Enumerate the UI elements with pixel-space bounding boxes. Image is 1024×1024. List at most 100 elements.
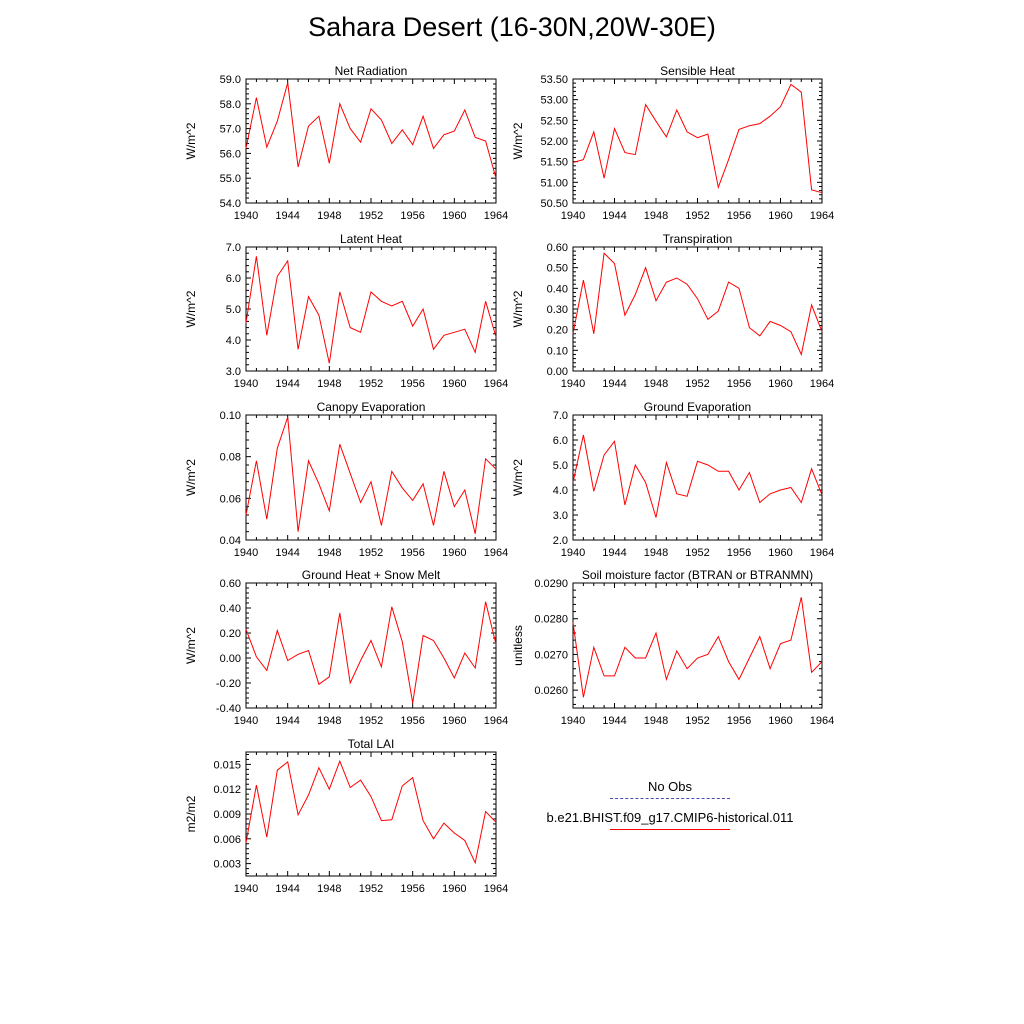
y-tick-label: 0.0290 [534,578,568,590]
x-tick-label: 1956 [400,547,424,559]
x-tick-label: 1956 [727,378,751,390]
y-tick-label: 4.0 [226,335,241,347]
x-tick-label: 1964 [484,547,508,559]
y-tick-label: 5.0 [226,304,241,316]
y-tick-label: 0.20 [220,628,241,640]
x-tick-label: 1952 [359,210,383,222]
x-tick-label: 1940 [234,210,258,222]
x-tick-label: 1948 [317,715,341,727]
x-tick-label: 1952 [359,715,383,727]
x-tick-label: 1952 [359,547,383,559]
panel-title: Total LAI [348,737,395,751]
plot-frame [245,582,497,709]
y-tick-label: 7.0 [226,242,241,254]
y-tick-label: 0.0270 [534,649,568,661]
y-tick-label: 51.00 [540,177,568,189]
x-tick-label: 1948 [317,547,341,559]
legend-model-swatch [610,829,730,830]
y-axis-label: W/m^2 [511,122,525,159]
x-tick-label: 1956 [400,210,424,222]
x-tick-label: 1956 [727,547,751,559]
x-tick-label: 1960 [442,547,466,559]
y-tick-label: 0.015 [213,759,241,771]
y-tick-label: 0.30 [547,304,568,316]
x-tick-label: 1948 [644,547,668,559]
series-line [572,597,823,698]
x-tick-label: 1952 [359,883,383,895]
x-tick-label: 1944 [602,210,626,222]
series-line [572,434,823,518]
y-tick-label: -0.40 [216,703,241,715]
x-tick-label: 1956 [400,715,424,727]
chart-panel: 1940 1944 1948 1952 1956 1960 1964 50.50 51.00 51… [511,64,834,222]
x-tick-label: 1940 [561,715,585,727]
series-line [572,252,823,357]
series-line [245,759,497,865]
y-axis-label: W/m^2 [184,459,198,496]
x-tick-label: 1960 [442,378,466,390]
y-tick-label: -0.20 [216,678,241,690]
y-tick-label: 50.50 [540,198,568,210]
legend: No Obs b.e21.BHIST.f09_g17.CMIP6-histori… [530,778,810,840]
chart-panel: 1940 1944 1948 1952 1956 1960 1964 2.0 3.0 4.0 5.0… [511,400,834,559]
x-tick-label: 1940 [234,883,258,895]
y-tick-label: 0.06 [220,493,241,505]
x-tick-label: 1956 [727,715,751,727]
y-tick-label: 55.0 [220,173,241,185]
y-axis-label: W/m^2 [184,627,198,664]
series-line [245,416,497,534]
y-tick-label: 0.0280 [534,614,568,626]
y-tick-label: 58.0 [220,99,241,111]
y-tick-label: 0.08 [220,452,241,464]
series-line [245,256,497,364]
x-tick-label: 1964 [484,210,508,222]
y-tick-label: 0.40 [220,603,241,615]
panel-title: Canopy Evaporation [317,400,426,414]
page-title: Sahara Desert (16-30N,20W-30E) [308,12,716,42]
x-tick-label: 1940 [234,715,258,727]
y-tick-label: 0.10 [220,410,241,422]
y-tick-label: 56.0 [220,148,241,160]
x-tick-label: 1960 [442,210,466,222]
x-tick-label: 1964 [810,378,834,390]
x-tick-label: 1960 [768,378,792,390]
y-tick-label: 5.0 [553,460,568,472]
x-tick-label: 1944 [275,715,299,727]
x-tick-label: 1944 [275,210,299,222]
x-tick-label: 1944 [275,378,299,390]
x-tick-label: 1952 [685,715,709,727]
x-tick-label: 1944 [602,378,626,390]
y-tick-label: 7.0 [553,410,568,422]
y-tick-label: 0.10 [547,345,568,357]
panel-title: Soil moisture factor (BTRAN or BTRANMN) [582,568,813,582]
y-tick-label: 0.003 [213,859,241,871]
x-tick-label: 1948 [317,883,341,895]
x-tick-label: 1964 [810,210,834,222]
series-line [245,82,497,179]
series-line [572,83,823,194]
y-tick-label: 0.40 [547,283,568,295]
y-tick-label: 0.60 [547,242,568,254]
x-tick-label: 1952 [359,378,383,390]
x-tick-label: 1964 [484,715,508,727]
panel-title: Ground Heat + Snow Melt [302,568,441,582]
y-tick-label: 2.0 [553,535,568,547]
x-tick-label: 1956 [400,883,424,895]
y-axis-label: m2/m2 [184,795,198,832]
x-tick-label: 1956 [727,210,751,222]
chart-panel: 1940 1944 1948 1952 1956 1960 1964 0.04 0.06 0.08… [184,400,508,559]
legend-obs-swatch [610,798,730,799]
y-tick-label: 4.0 [553,485,568,497]
plot-frame [245,751,497,877]
chart-panel: 1940 1944 1948 1952 1956 1960 1964 54.0 55.0 56.0… [184,64,508,222]
y-tick-label: 53.50 [540,74,568,86]
x-tick-label: 1944 [275,547,299,559]
panel-title: Transpiration [663,232,733,246]
y-tick-label: 51.50 [540,157,568,169]
x-tick-label: 1960 [442,715,466,727]
y-tick-label: 3.0 [553,510,568,522]
x-tick-label: 1948 [317,378,341,390]
panel-title: Net Radiation [335,64,408,78]
x-tick-label: 1964 [810,547,834,559]
x-tick-label: 1948 [644,378,668,390]
